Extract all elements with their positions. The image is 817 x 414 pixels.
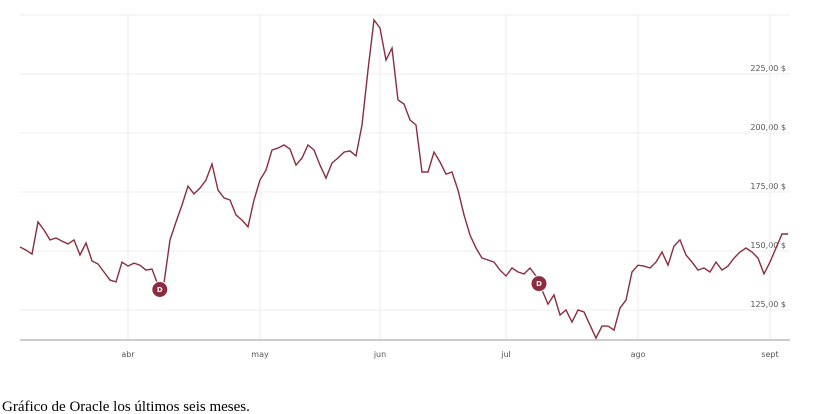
dividend-label: D bbox=[157, 286, 163, 294]
x-tick-label: jun bbox=[373, 350, 386, 359]
price-line bbox=[19, 18, 788, 340]
dividend-label: D bbox=[536, 280, 542, 288]
x-tick-label: ago bbox=[631, 350, 646, 359]
dividend-marker bbox=[151, 280, 169, 298]
y-tick-label: 125,00 $ bbox=[750, 300, 786, 309]
y-tick-label: 225,00 $ bbox=[750, 64, 786, 73]
y-tick-label: 150,00 $ bbox=[750, 241, 786, 250]
y-tick-label: 175,00 $ bbox=[750, 182, 786, 191]
y-tick-label: 200,00 $ bbox=[750, 123, 786, 132]
x-tick-label: may bbox=[251, 350, 269, 359]
x-tick-label: sept bbox=[761, 350, 778, 359]
dividend-marker bbox=[530, 275, 548, 293]
caption: Gráfico de Oracle los últimos seis meses… bbox=[2, 399, 250, 414]
x-tick-label: abr bbox=[121, 350, 135, 359]
x-tick-label: jul bbox=[500, 350, 511, 359]
